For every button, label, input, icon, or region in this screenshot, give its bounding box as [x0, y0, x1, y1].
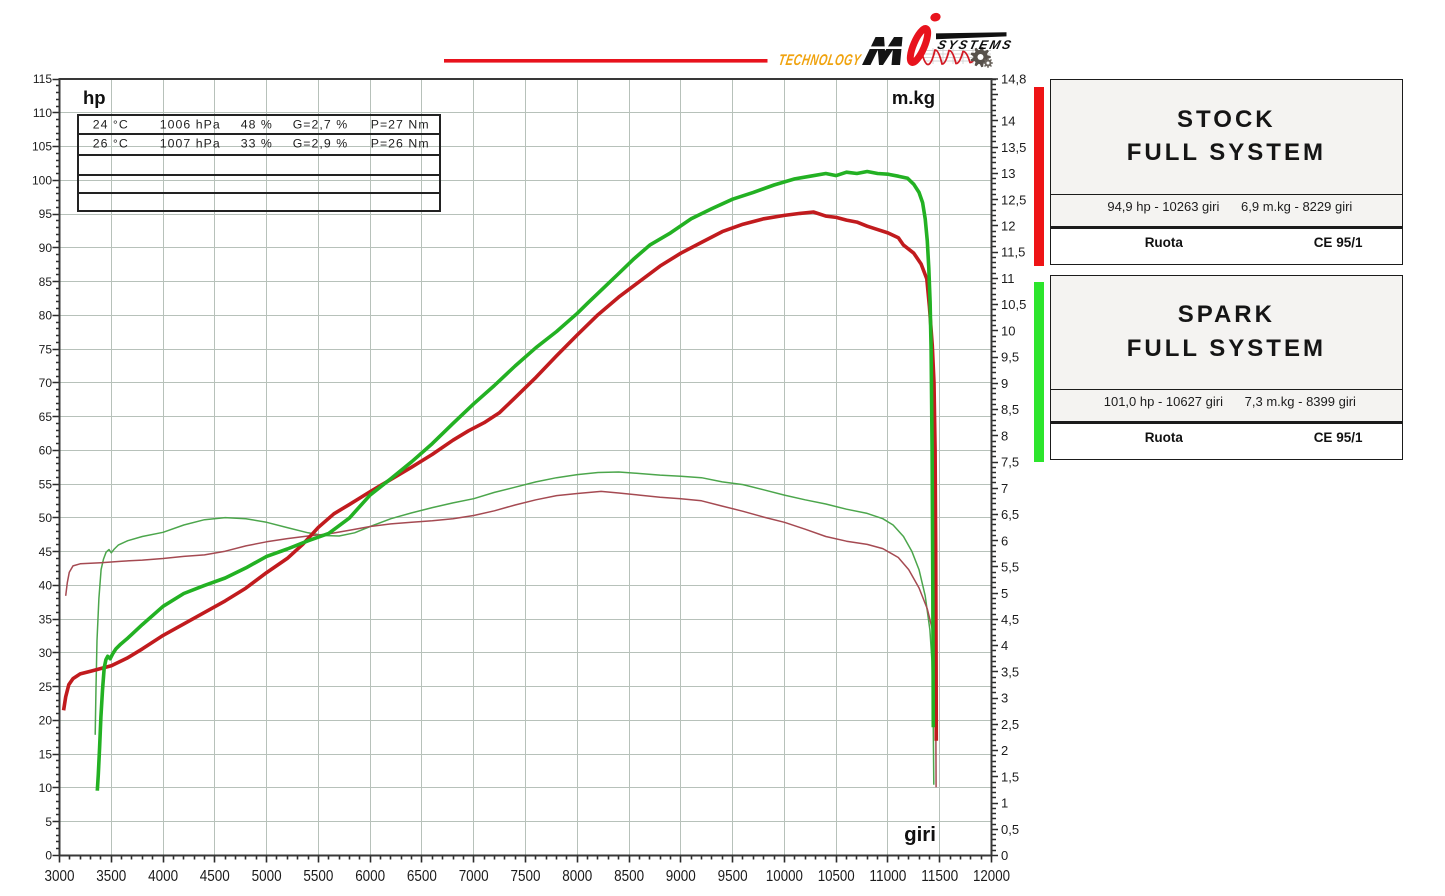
svg-text:5500: 5500	[303, 868, 333, 885]
svg-text:4000: 4000	[148, 868, 178, 885]
svg-text:6000: 6000	[355, 868, 385, 885]
svg-text:70: 70	[39, 376, 53, 390]
svg-text:7: 7	[1001, 481, 1008, 496]
svg-text:9: 9	[1001, 376, 1008, 391]
svg-text:2,5: 2,5	[1001, 717, 1019, 732]
svg-text:110: 110	[33, 106, 52, 120]
svg-text:1,5: 1,5	[1001, 769, 1019, 784]
svg-text:75: 75	[39, 342, 53, 356]
svg-text:5000: 5000	[252, 868, 282, 885]
svg-text:35: 35	[39, 612, 53, 626]
svg-text:7000: 7000	[459, 868, 489, 885]
svg-text:10,5: 10,5	[1001, 297, 1026, 312]
svg-text:10000: 10000	[766, 868, 803, 885]
svg-text:5: 5	[1001, 586, 1008, 601]
svg-text:giri: giri	[904, 823, 936, 846]
svg-text:2: 2	[1001, 743, 1008, 758]
svg-text:15: 15	[39, 747, 53, 761]
svg-text:5: 5	[45, 815, 52, 829]
svg-text:85: 85	[39, 275, 53, 289]
svg-text:6500: 6500	[407, 868, 437, 885]
svg-text:4,5: 4,5	[1001, 612, 1019, 627]
svg-text:10: 10	[39, 781, 53, 795]
svg-text:4500: 4500	[200, 868, 230, 885]
svg-text:105: 105	[32, 140, 52, 154]
svg-text:0: 0	[1001, 848, 1008, 863]
svg-text:90: 90	[39, 241, 53, 255]
svg-text:12,5: 12,5	[1001, 192, 1026, 207]
svg-text:9,5: 9,5	[1001, 350, 1019, 365]
svg-text:10500: 10500	[818, 868, 855, 885]
svg-text:9500: 9500	[718, 868, 748, 885]
svg-text:55: 55	[39, 477, 53, 491]
svg-text:9000: 9000	[666, 868, 696, 885]
svg-text:3: 3	[1001, 691, 1008, 706]
svg-text:7500: 7500	[511, 868, 541, 885]
svg-text:1: 1	[1001, 796, 1008, 811]
svg-text:8000: 8000	[562, 868, 592, 885]
svg-text:115: 115	[33, 72, 52, 86]
svg-text:100: 100	[32, 174, 52, 188]
svg-text:13,5: 13,5	[1001, 140, 1026, 155]
svg-text:8,5: 8,5	[1001, 402, 1019, 417]
svg-text:30: 30	[39, 646, 53, 660]
svg-text:12000: 12000	[973, 868, 1010, 885]
svg-text:8: 8	[1001, 428, 1008, 443]
svg-text:0: 0	[45, 849, 52, 863]
svg-text:4: 4	[1001, 638, 1008, 653]
svg-text:hp: hp	[83, 87, 106, 108]
svg-text:60: 60	[39, 444, 53, 458]
svg-text:0,5: 0,5	[1001, 822, 1019, 837]
svg-text:14,8: 14,8	[1001, 72, 1026, 87]
svg-text:25: 25	[39, 680, 53, 694]
svg-text:3,5: 3,5	[1001, 665, 1019, 680]
svg-text:11: 11	[1001, 271, 1015, 286]
svg-text:6,5: 6,5	[1001, 507, 1019, 522]
svg-text:7,5: 7,5	[1001, 455, 1019, 470]
svg-text:11000: 11000	[869, 868, 906, 885]
svg-text:5,5: 5,5	[1001, 560, 1019, 575]
svg-text:3000: 3000	[45, 868, 75, 885]
svg-text:12: 12	[1001, 219, 1015, 234]
svg-text:50: 50	[39, 511, 53, 525]
svg-text:14: 14	[1001, 114, 1015, 129]
svg-text:11,5: 11,5	[1001, 245, 1025, 260]
svg-text:6: 6	[1001, 533, 1008, 548]
svg-text:13: 13	[1001, 166, 1015, 181]
svg-text:20: 20	[39, 714, 53, 728]
svg-text:45: 45	[39, 545, 53, 559]
svg-text:8500: 8500	[614, 868, 644, 885]
svg-text:m.kg: m.kg	[892, 87, 935, 108]
svg-text:95: 95	[39, 207, 53, 221]
svg-text:65: 65	[39, 410, 53, 424]
svg-text:40: 40	[39, 579, 53, 593]
svg-text:11500: 11500	[921, 868, 958, 885]
svg-text:80: 80	[39, 309, 53, 323]
svg-text:3500: 3500	[96, 868, 126, 885]
svg-text:10: 10	[1001, 323, 1015, 338]
